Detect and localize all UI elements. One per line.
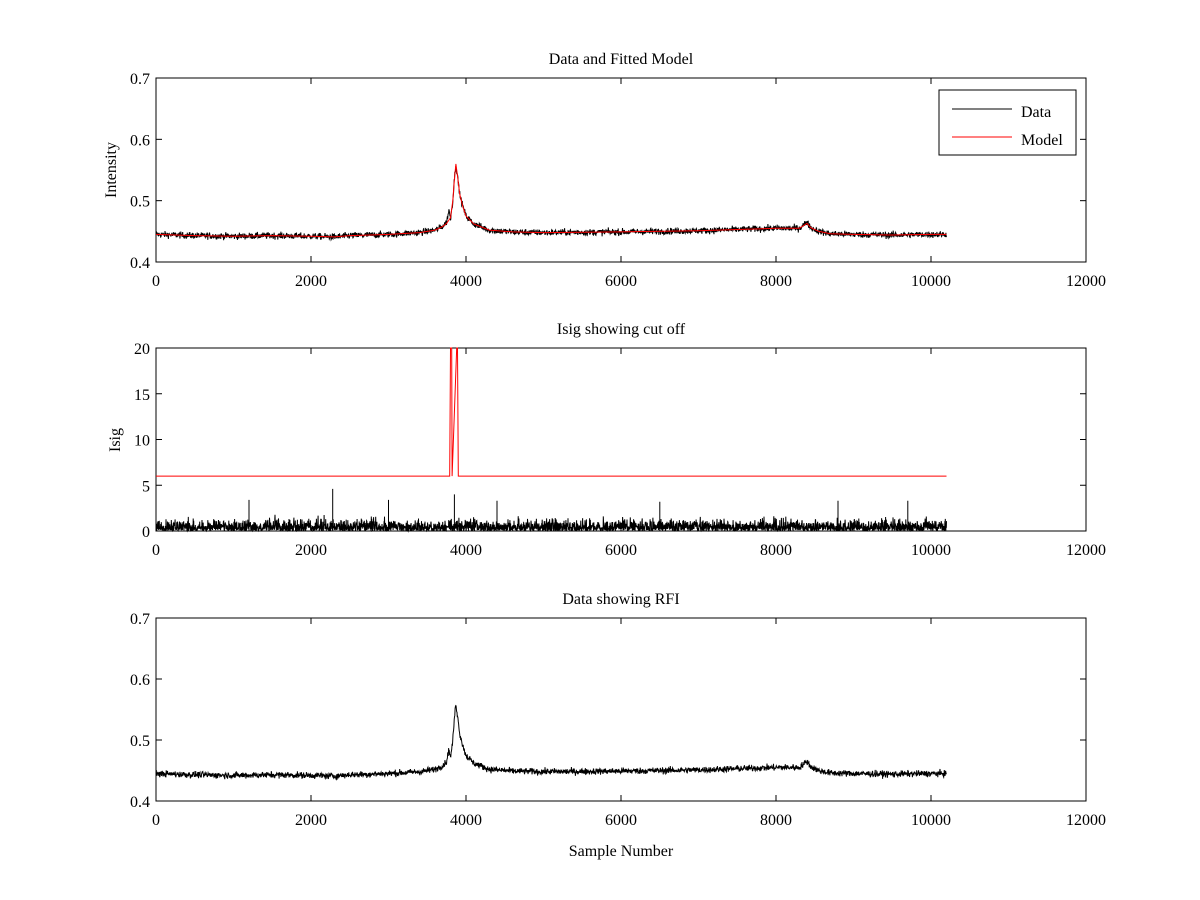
x-tick-label: 10000 xyxy=(911,542,951,559)
x-tick-label: 2000 xyxy=(295,812,327,829)
x-tick-label: 6000 xyxy=(605,273,637,290)
y-axis-label: Isig xyxy=(107,428,124,452)
plot-area xyxy=(155,163,947,242)
series-line-red xyxy=(156,347,947,477)
y-tick-label: 10 xyxy=(134,433,150,450)
y-tick-label: 0.6 xyxy=(130,672,150,689)
y-tick-label: 20 xyxy=(134,341,150,358)
legend: Data Model xyxy=(938,89,1077,156)
x-tick-label: 10000 xyxy=(911,812,951,829)
x-tick-label: 4000 xyxy=(450,542,482,559)
y-tick-label: 0.5 xyxy=(130,194,150,211)
legend-box xyxy=(938,89,1077,156)
legend-label-model: Model xyxy=(1021,132,1063,149)
tick-marks xyxy=(155,347,1087,532)
subplot-isig-showing-cut-off: Isig showing cut off 0 2000 4000 6000 8000 10… xyxy=(107,321,1106,559)
subplot-title: Data and Fitted Model xyxy=(549,51,694,68)
x-tick-labels: 0 2000 4000 6000 8000 10000 12000 xyxy=(152,542,1106,559)
y-tick-label: 5 xyxy=(142,478,150,495)
x-tick-label: 12000 xyxy=(1066,812,1106,829)
x-tick-label: 8000 xyxy=(760,273,792,290)
y-tick-label: 0.4 xyxy=(130,255,150,272)
x-tick-label: 2000 xyxy=(295,542,327,559)
x-tick-label: 10000 xyxy=(911,273,951,290)
x-tick-label: 4000 xyxy=(450,273,482,290)
x-tick-label: 12000 xyxy=(1066,273,1106,290)
x-tick-label: 6000 xyxy=(605,812,637,829)
series-line-data xyxy=(155,166,947,242)
series-line-black xyxy=(155,488,947,533)
x-tick-label: 8000 xyxy=(760,542,792,559)
subplot-title: Data showing RFI xyxy=(562,591,679,608)
x-tick-label: 6000 xyxy=(605,542,637,559)
tick-marks xyxy=(155,617,1087,802)
x-axis-label: Sample Number xyxy=(569,843,674,860)
axes-frame xyxy=(155,347,1087,532)
y-tick-label: 0.7 xyxy=(130,71,150,88)
subplot-title: Isig showing cut off xyxy=(557,321,686,338)
plot-area xyxy=(155,347,947,533)
plot-area xyxy=(155,704,947,781)
y-tick-label: 0.4 xyxy=(130,794,150,811)
y-tick-label: 0.6 xyxy=(130,132,150,149)
x-tick-label: 4000 xyxy=(450,812,482,829)
x-tick-label: 12000 xyxy=(1066,542,1106,559)
x-tick-label: 0 xyxy=(152,273,160,290)
y-tick-labels: 0.4 0.5 0.6 0.7 xyxy=(130,611,150,811)
x-tick-label: 2000 xyxy=(295,273,327,290)
x-tick-label: 8000 xyxy=(760,812,792,829)
y-tick-label: 0.7 xyxy=(130,611,150,628)
series-line-black xyxy=(155,704,947,781)
x-tick-labels: 0 2000 4000 6000 8000 10000 12000 xyxy=(152,812,1106,829)
tick-marks xyxy=(155,77,1087,263)
y-tick-label: 15 xyxy=(134,387,150,404)
x-tick-label: 0 xyxy=(152,542,160,559)
y-axis-label: Intensity xyxy=(103,142,120,198)
legend-label-data: Data xyxy=(1021,104,1051,121)
series-line-model xyxy=(155,163,947,238)
y-tick-labels: 0 5 10 15 20 xyxy=(134,341,150,541)
x-tick-labels: 0 2000 4000 6000 8000 10000 12000 xyxy=(152,273,1106,290)
y-tick-label: 0.5 xyxy=(130,733,150,750)
subplot-data-and-fitted-model: Data and Fitted Model 0 2000 4000 6000 8000 1… xyxy=(103,51,1106,290)
x-tick-label: 0 xyxy=(152,812,160,829)
y-tick-labels: 0.4 0.5 0.6 0.7 xyxy=(130,71,150,272)
y-tick-label: 0 xyxy=(142,524,150,541)
subplot-data-showing-rfi: Data showing RFI 0 2000 4000 6000 8000 10000 1… xyxy=(130,591,1106,860)
